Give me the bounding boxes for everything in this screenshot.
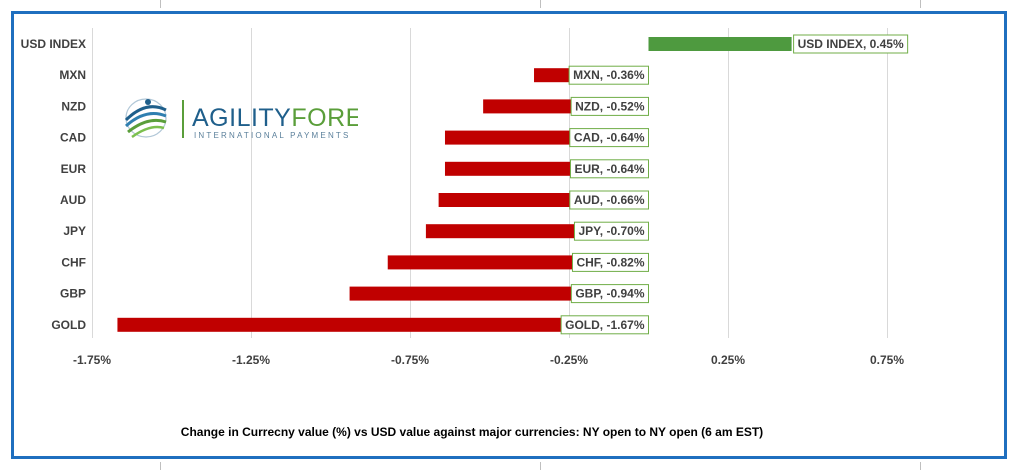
logo-graphic: AGILITYFOREX INTERNATIONAL PAYMENTS xyxy=(124,98,380,140)
category-label-nzd: NZD xyxy=(61,99,86,113)
data-label-jpy: JPY, -0.70% xyxy=(573,221,649,241)
x-tick-label-0: -1.75% xyxy=(73,353,111,367)
data-label-eur: EUR, -0.64% xyxy=(569,159,649,179)
x-tick-label-3: -0.25% xyxy=(550,353,588,367)
edge-tick-bottom-1 xyxy=(160,462,161,470)
chart-caption: Change in Currecny value (%) vs USD valu… xyxy=(181,425,763,439)
globe-swoosh-icon xyxy=(124,98,167,139)
data-label-text: GBP, -0.94% xyxy=(575,287,644,301)
data-label-text: NZD, -0.52% xyxy=(575,99,645,113)
data-label-box xyxy=(560,315,649,335)
data-label-text: MXN, -0.36% xyxy=(573,68,645,82)
x-tick-label-1: -1.25% xyxy=(232,353,270,367)
data-label-chf: CHF, -0.82% xyxy=(571,252,649,272)
data-label-aud: AUD, -0.66% xyxy=(569,190,649,210)
x-tick-label-2: -0.75% xyxy=(391,353,429,367)
data-label-text: CAD, -0.64% xyxy=(574,131,645,145)
logo-word-forex: FOREX xyxy=(291,104,358,132)
category-label-gold: GOLD xyxy=(51,318,86,332)
edge-tick-top-3 xyxy=(920,0,921,8)
data-label-text: AUD, -0.66% xyxy=(574,193,645,207)
bar-gold xyxy=(117,317,649,332)
logo-tagline: INTERNATIONAL PAYMENTS xyxy=(194,131,351,140)
x-axis-tick-labels: -1.75% -1.25% -0.75% -0.25% 0.25% 0.75% xyxy=(73,353,904,367)
data-label-box xyxy=(569,128,649,148)
category-label-aud: AUD xyxy=(60,193,86,207)
data-label-box xyxy=(793,34,909,54)
data-label-cad: CAD, -0.64% xyxy=(569,128,649,148)
edge-tick-bottom-3 xyxy=(920,462,921,470)
category-label-gbp: GBP xyxy=(60,287,86,301)
data-labels: USD INDEX, 0.45% MXN, -0.36% NZD, -0.52% CA… xyxy=(560,34,909,335)
category-label-chf: CHF xyxy=(61,255,86,269)
data-label-mxn: MXN, -0.36% xyxy=(568,65,649,85)
logo-wordmark: AGILITYFOREX xyxy=(192,104,358,132)
data-label-usd-index: USD INDEX, 0.45% xyxy=(793,34,909,54)
bar-usd-index xyxy=(648,37,792,51)
edge-tick-top-1 xyxy=(160,0,161,8)
logo-word-agility: AGILITY xyxy=(192,104,291,132)
data-label-box xyxy=(569,190,649,210)
data-label-text: GOLD, -1.67% xyxy=(565,318,645,332)
x-tick-label-4: 0.25% xyxy=(711,353,745,367)
data-label-text: JPY, -0.70% xyxy=(578,224,644,238)
data-label-box xyxy=(568,65,649,85)
data-label-box xyxy=(571,252,649,272)
data-label-box xyxy=(570,284,649,304)
category-label-jpy: JPY xyxy=(63,224,86,238)
data-label-text: CHF, -0.82% xyxy=(576,255,644,269)
data-label-text: USD INDEX, 0.45% xyxy=(798,37,904,51)
data-label-gold: GOLD, -1.67% xyxy=(560,315,649,335)
data-label-box xyxy=(570,96,649,116)
edge-tick-top-2 xyxy=(540,0,541,8)
data-label-box xyxy=(569,159,649,179)
agility-forex-logo: AGILITYFOREX INTERNATIONAL PAYMENTS xyxy=(118,90,380,150)
data-label-gbp: GBP, -0.94% xyxy=(570,284,649,304)
category-labels: USD INDEX MXN NZD CAD EUR AUD JPY CHF GBP GOLD xyxy=(21,37,87,332)
category-label-usd-index: USD INDEX xyxy=(21,37,86,51)
data-label-text: EUR, -0.64% xyxy=(574,162,644,176)
bars xyxy=(117,37,792,332)
data-label-box xyxy=(573,221,649,241)
category-label-mxn: MXN xyxy=(59,68,86,82)
x-tick-label-5: 0.75% xyxy=(870,353,904,367)
category-label-eur: EUR xyxy=(61,162,87,176)
data-label-nzd: NZD, -0.52% xyxy=(570,96,649,116)
logo-divider xyxy=(182,100,184,138)
category-label-cad: CAD xyxy=(60,131,86,145)
edge-tick-bottom-2 xyxy=(540,462,541,470)
gridlines xyxy=(92,28,888,338)
